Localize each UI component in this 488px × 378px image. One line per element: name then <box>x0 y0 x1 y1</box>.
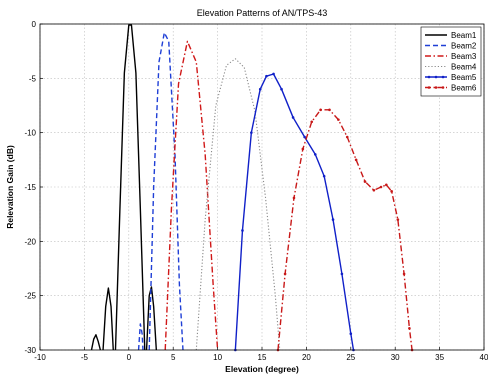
series-line-beam2 <box>137 323 144 351</box>
y-tick-label: -30 <box>24 346 36 355</box>
legend-entry-beam5: Beam5 <box>451 73 477 82</box>
series-point-beam6 <box>396 218 400 221</box>
axis-ticks: -10 -5 0 5 10 15 20 25 30 35 40 0 -5 -10 -15 -20 -25 -30 <box>24 20 488 362</box>
y-tick-label: -15 <box>24 183 36 192</box>
legend-swatch-marker <box>427 86 431 89</box>
y-tick-label: -25 <box>24 292 36 301</box>
series-point-beam5 <box>349 332 353 336</box>
y-tick-label: -10 <box>24 129 36 138</box>
series-point-beam5 <box>291 116 295 119</box>
series-beam5 <box>234 72 355 352</box>
series-point-beam6 <box>292 196 296 200</box>
x-tick-label: 40 <box>480 353 488 362</box>
x-tick-label: 5 <box>171 353 176 362</box>
series-point-beam5 <box>265 74 268 78</box>
x-tick-label: 0 <box>127 353 132 362</box>
series-line-beam1 <box>90 334 102 351</box>
series-point-beam6 <box>283 272 287 276</box>
series-point-beam5 <box>340 272 344 276</box>
series-layer <box>90 24 414 352</box>
x-tick-label: 10 <box>213 353 222 362</box>
y-tick-label: -5 <box>29 74 37 83</box>
series-beam4 <box>195 58 281 351</box>
series-point-beam6 <box>337 118 340 121</box>
x-tick-label: 20 <box>302 353 311 362</box>
y-tick-label: -20 <box>24 237 36 246</box>
legend-entry-beam3: Beam3 <box>451 52 477 61</box>
x-tick-label: -5 <box>81 353 89 362</box>
series-beam6 <box>276 108 414 352</box>
series-beam2 <box>137 31 184 351</box>
series-point-beam5 <box>272 72 275 76</box>
series-point-beam6 <box>379 185 383 189</box>
y-axis-label: Relevation Gain (dB) <box>5 145 15 229</box>
series-point-beam6 <box>390 190 393 193</box>
x-tick-label: 35 <box>435 353 444 362</box>
series-line-beam1 <box>145 286 158 351</box>
chart-title: Elevation Patterns of AN/TPS-43 <box>197 8 328 18</box>
legend-swatch-marker <box>427 75 431 79</box>
series-point-beam5 <box>250 131 253 134</box>
legend-swatch-marker <box>434 86 438 89</box>
legend-swatch-marker <box>441 86 445 89</box>
legend-entry-beam1: Beam1 <box>451 31 477 40</box>
legend-entry-beam6: Beam6 <box>451 84 477 93</box>
series-point-beam5 <box>258 87 262 91</box>
legend-entry-beam2: Beam2 <box>451 42 477 51</box>
series-point-beam6 <box>408 326 411 330</box>
series-line-beam1 <box>102 287 114 351</box>
legend-swatch-marker <box>434 75 438 79</box>
series-point-beam6 <box>301 147 305 151</box>
series-point-beam6 <box>372 188 376 192</box>
y-tick-label: 0 <box>32 20 37 29</box>
series-point-beam5 <box>303 135 306 139</box>
series-point-beam5 <box>322 174 326 178</box>
series-line-beam2 <box>148 31 184 351</box>
series-point-beam6 <box>402 272 406 276</box>
x-axis-label: Elevation (degree) <box>225 364 299 374</box>
series-beam1 <box>90 24 158 351</box>
series-point-beam6 <box>363 180 367 183</box>
series-beam3 <box>164 40 219 351</box>
series-point-beam6 <box>328 108 331 112</box>
x-tick-label: 25 <box>346 353 355 362</box>
legend-swatch-marker <box>441 75 445 79</box>
series-point-beam5 <box>313 153 317 156</box>
series-point-beam5 <box>280 87 283 91</box>
series-point-beam6 <box>354 158 358 162</box>
series-point-beam6 <box>345 135 349 139</box>
series-point-beam6 <box>385 183 388 187</box>
x-tick-label: 30 <box>391 353 400 362</box>
x-tick-label: 15 <box>258 353 267 362</box>
series-line-beam4 <box>195 58 281 351</box>
legend-entry-beam4: Beam4 <box>451 63 477 72</box>
series-line-beam3 <box>164 40 219 351</box>
legend-box <box>420 26 482 97</box>
series-line-beam1 <box>114 24 146 351</box>
series-point-beam6 <box>319 108 322 112</box>
series-point-beam5 <box>241 229 244 232</box>
x-tick-label: -10 <box>34 353 46 362</box>
series-point-beam5 <box>331 218 335 221</box>
series-point-beam6 <box>310 120 314 124</box>
